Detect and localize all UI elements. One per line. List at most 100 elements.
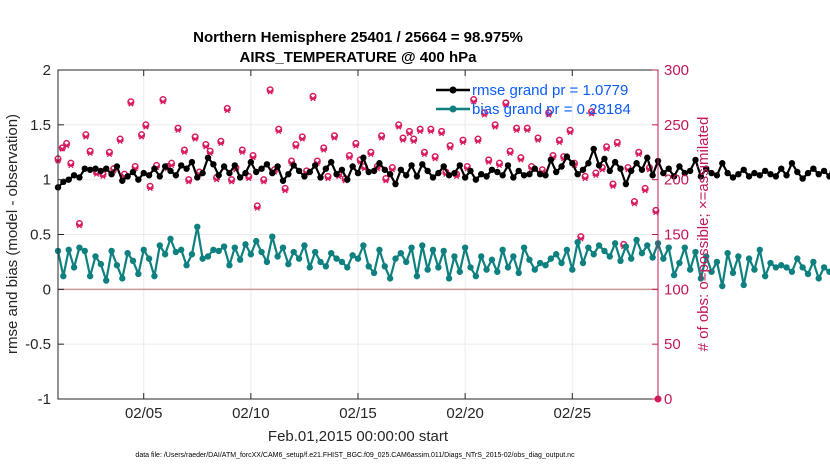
rmse-point bbox=[290, 162, 297, 169]
rmse-point bbox=[563, 153, 571, 160]
bias-point bbox=[558, 259, 565, 267]
bias-point bbox=[794, 255, 801, 262]
bias-point bbox=[788, 268, 796, 275]
rmse-point bbox=[692, 156, 699, 164]
rmse-point bbox=[113, 163, 121, 170]
bias-point bbox=[210, 246, 217, 254]
rmse-point bbox=[826, 173, 830, 180]
rmse-point bbox=[745, 173, 753, 180]
bias-point bbox=[494, 268, 501, 275]
obs-assimilated-stroke bbox=[631, 201, 638, 207]
obs-assimilated-marker bbox=[254, 205, 261, 211]
obs-assimilated-stroke bbox=[524, 127, 530, 134]
bias-point bbox=[204, 253, 212, 260]
obs-assimilated-marker bbox=[299, 136, 306, 142]
obs-assimilated-marker bbox=[470, 99, 477, 105]
bias-point bbox=[183, 262, 190, 269]
bias-point bbox=[124, 249, 131, 257]
bias-point bbox=[644, 242, 651, 249]
rmse-point bbox=[403, 172, 410, 179]
obs-assimilated-marker bbox=[138, 134, 145, 140]
obs-assimilated-marker bbox=[174, 127, 182, 134]
rmse-point bbox=[279, 177, 287, 184]
bias-point bbox=[478, 253, 485, 260]
obs-assimilated-stroke bbox=[432, 156, 438, 162]
legend: rmse grand pr = 1.0779 bias grand pr = 0… bbox=[436, 82, 631, 118]
chart-title: Northern Hemisphere 25401 / 25664 = 98.9… bbox=[193, 29, 523, 66]
bias-point bbox=[756, 246, 763, 254]
bias-point bbox=[628, 255, 635, 262]
rmse-point bbox=[194, 174, 201, 181]
obs-assimilated-stroke bbox=[593, 172, 599, 178]
rmse-point bbox=[526, 170, 533, 178]
obs-assimilated-stroke bbox=[567, 129, 573, 136]
bias-point bbox=[145, 255, 153, 262]
bias-point bbox=[456, 268, 463, 275]
rmse-point bbox=[767, 170, 774, 178]
bias-point bbox=[242, 241, 249, 248]
obs-assimilated-marker bbox=[481, 112, 488, 118]
rmse-point bbox=[445, 172, 453, 179]
rmse-point bbox=[617, 165, 624, 172]
rmse-point bbox=[204, 154, 212, 161]
rmse-point bbox=[397, 166, 405, 173]
rmse-point bbox=[697, 173, 705, 180]
bias-point bbox=[92, 253, 99, 260]
obs-assimilated-stroke bbox=[610, 183, 616, 189]
obs-assimilated-stroke bbox=[368, 151, 374, 158]
bias-point bbox=[772, 264, 780, 271]
bias-point bbox=[633, 236, 640, 244]
legend-rmse-marker bbox=[449, 86, 457, 94]
rmse-point bbox=[467, 167, 474, 175]
rmse-point bbox=[558, 163, 565, 170]
right-y-tick-label: 0 bbox=[664, 391, 672, 408]
x-tick-label: 02/05 bbox=[125, 405, 163, 422]
x-tick-label: 02/10 bbox=[232, 405, 270, 422]
bias-point bbox=[713, 258, 721, 266]
bias-point bbox=[365, 263, 372, 270]
obs-assimilated-marker bbox=[142, 124, 150, 130]
obs-assimilated-stroke bbox=[293, 144, 299, 150]
right-y-tick-label: 200 bbox=[664, 172, 689, 189]
bias-point bbox=[172, 248, 180, 256]
bias-point bbox=[333, 255, 340, 262]
bias-point bbox=[215, 247, 222, 255]
obs-assimilated-marker bbox=[331, 135, 338, 141]
bias-point bbox=[161, 251, 169, 258]
rmse-point bbox=[708, 169, 715, 177]
bias-point bbox=[424, 266, 431, 273]
obs-assimilated-stroke bbox=[406, 130, 413, 137]
obs-assimilated-stroke bbox=[378, 135, 385, 141]
obs-assimilated-stroke bbox=[411, 138, 417, 144]
bias-point bbox=[708, 268, 715, 275]
bias-point bbox=[285, 260, 292, 268]
bias-point bbox=[306, 264, 313, 271]
obs-count-markers bbox=[54, 86, 662, 403]
rmse-point bbox=[242, 169, 249, 177]
bias-point bbox=[290, 248, 297, 256]
rmse-point bbox=[92, 165, 99, 172]
rmse-point bbox=[429, 174, 437, 181]
obs-assimilated-stroke bbox=[614, 141, 620, 148]
rmse-point bbox=[81, 165, 88, 172]
obs-assimilated-stroke bbox=[106, 151, 113, 158]
obs-assimilated-marker bbox=[534, 137, 542, 143]
rmse-point bbox=[365, 168, 372, 176]
obs-assimilated-stroke bbox=[276, 128, 282, 135]
obs-assimilated-stroke bbox=[261, 179, 267, 185]
rmse-point bbox=[70, 172, 78, 179]
obs-assimilated-stroke bbox=[325, 175, 331, 182]
obs-assimilated-stroke bbox=[471, 99, 477, 105]
rmse-point bbox=[451, 169, 458, 177]
obs-assimilated-marker bbox=[485, 159, 492, 165]
left-y-tick-label: 0 bbox=[43, 281, 51, 298]
bias-point bbox=[638, 249, 646, 257]
obs-assimilated-marker bbox=[260, 179, 267, 185]
bias-point bbox=[606, 253, 613, 260]
rmse-point bbox=[729, 174, 737, 181]
obs-assimilated-stroke bbox=[239, 149, 245, 155]
rmse-point bbox=[783, 172, 790, 179]
bias-point bbox=[686, 266, 694, 273]
obs-assimilated-stroke bbox=[496, 162, 503, 169]
rmse-point bbox=[199, 169, 206, 177]
